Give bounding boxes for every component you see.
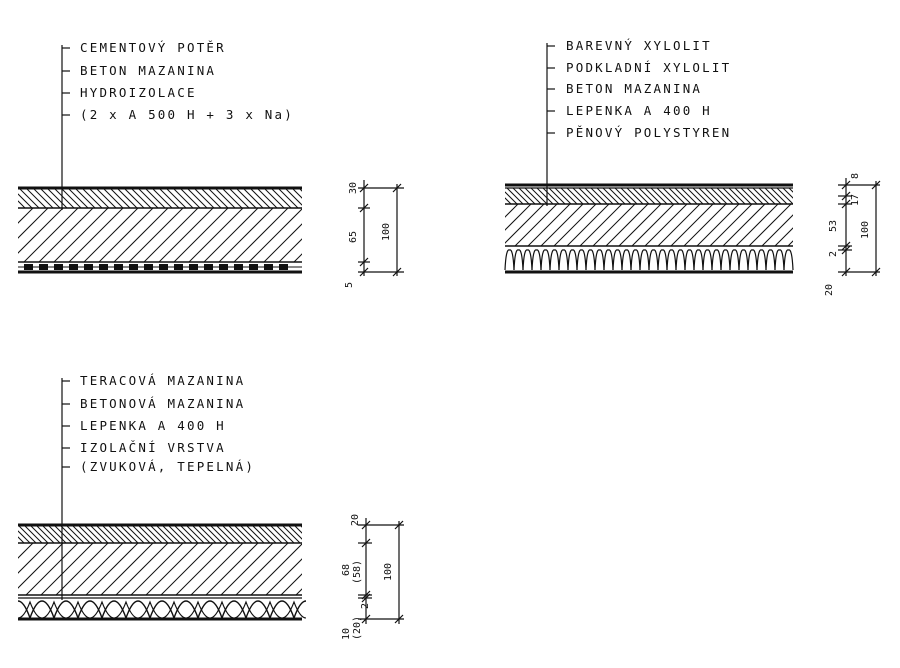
section-2-dim-concrete: 53 xyxy=(828,220,839,232)
section-2-concrete-hatch xyxy=(505,204,793,246)
section-3-dim-concrete: 68 xyxy=(341,564,352,576)
section-3-layer-label: BETONOVÁ MAZANINA xyxy=(80,396,245,411)
section-2-dim-top: 8 xyxy=(850,173,861,179)
section-2-dim-polystyrene: 20 xyxy=(824,284,835,296)
section-3-layer-label: LEPENKA A 400 H xyxy=(80,418,226,433)
section-3-layer-label: IZOLAČNÍ VRSTVA xyxy=(80,440,226,455)
section-1-waterproofing-layer xyxy=(18,264,302,270)
section-1-concrete-hatch xyxy=(18,208,302,262)
section-1-layer-label: CEMENTOVÝ POTĚR xyxy=(80,40,226,55)
section-3-layer-stack xyxy=(17,523,307,621)
section-2-layer-label: PĚNOVÝ POLYSTYREN xyxy=(566,125,731,140)
section-3-dim-felt: 2 xyxy=(360,603,371,609)
section-3-dim-insulation-alt: (20) xyxy=(352,616,363,640)
section-1-dim-total: 100 xyxy=(381,223,392,241)
section-1-layer-label: BETON MAZANINA xyxy=(80,63,216,78)
section-1: CEMENTOVÝ POTĚR BETON MAZANINA HYDROIZOL… xyxy=(18,40,404,288)
section-1-dim-screed: 30 xyxy=(348,182,359,194)
section-2-layer-label: BETON MAZANINA xyxy=(566,81,702,96)
section-3-insulation-layer xyxy=(17,600,307,621)
section-3-layer-label: TERACOVÁ MAZANINA xyxy=(80,373,245,388)
section-1-label-leaders xyxy=(61,45,70,210)
section-2-dimensions: 8 17 53 2 20 100 xyxy=(824,173,881,296)
section-3-terrazzo-hatch xyxy=(18,526,302,543)
section-1-dimensions: 30 65 5 100 xyxy=(344,180,404,288)
section-2-layer-label: BAREVNÝ XYLOLIT xyxy=(566,38,712,53)
section-1-layer-label: (2 x A 500 H + 3 x Na) xyxy=(80,107,294,122)
section-2-layer-label: LEPENKA A 400 H xyxy=(566,103,712,118)
section-3-dim-terrazzo: 20 xyxy=(350,514,361,526)
section-2-label-leaders xyxy=(546,43,555,206)
section-1-dim-concrete: 65 xyxy=(348,231,359,243)
section-2-polystyrene-layer xyxy=(504,249,794,271)
section-3-concrete-hatch xyxy=(18,543,302,595)
section-1-layer-stack xyxy=(18,186,302,274)
section-2-xylolite-hatch xyxy=(505,188,793,204)
section-3-dim-concrete-alt: (58) xyxy=(352,560,363,584)
section-2-layer-stack xyxy=(504,183,794,274)
section-2-dim-total: 100 xyxy=(860,221,871,239)
section-2: BAREVNÝ XYLOLIT PODKLADNÍ XYLOLIT BETON … xyxy=(504,38,881,296)
section-1-layer-label: HYDROIZOLACE xyxy=(80,85,197,100)
section-3-dim-insulation: 10 xyxy=(341,628,352,640)
section-2-dim-felt: 2 xyxy=(828,251,839,257)
section-1-screed-hatch xyxy=(18,189,302,208)
section-3-dim-total: 100 xyxy=(383,563,394,581)
section-3-layer-label: (ZVUKOVÁ, TEPELNÁ) xyxy=(80,459,255,474)
section-1-dim-waterproofing: 5 xyxy=(344,282,355,288)
section-2-dim-base-xylolite: 17 xyxy=(850,194,861,206)
section-2-layer-label: PODKLADNÍ XYLOLIT xyxy=(566,60,731,75)
section-3-label-leaders xyxy=(61,378,70,600)
section-3-dimensions: 20 68 (58) 2 10 (20) 100 xyxy=(341,514,404,640)
section-3: TERACOVÁ MAZANINA BETONOVÁ MAZANINA LEPE… xyxy=(17,373,404,640)
